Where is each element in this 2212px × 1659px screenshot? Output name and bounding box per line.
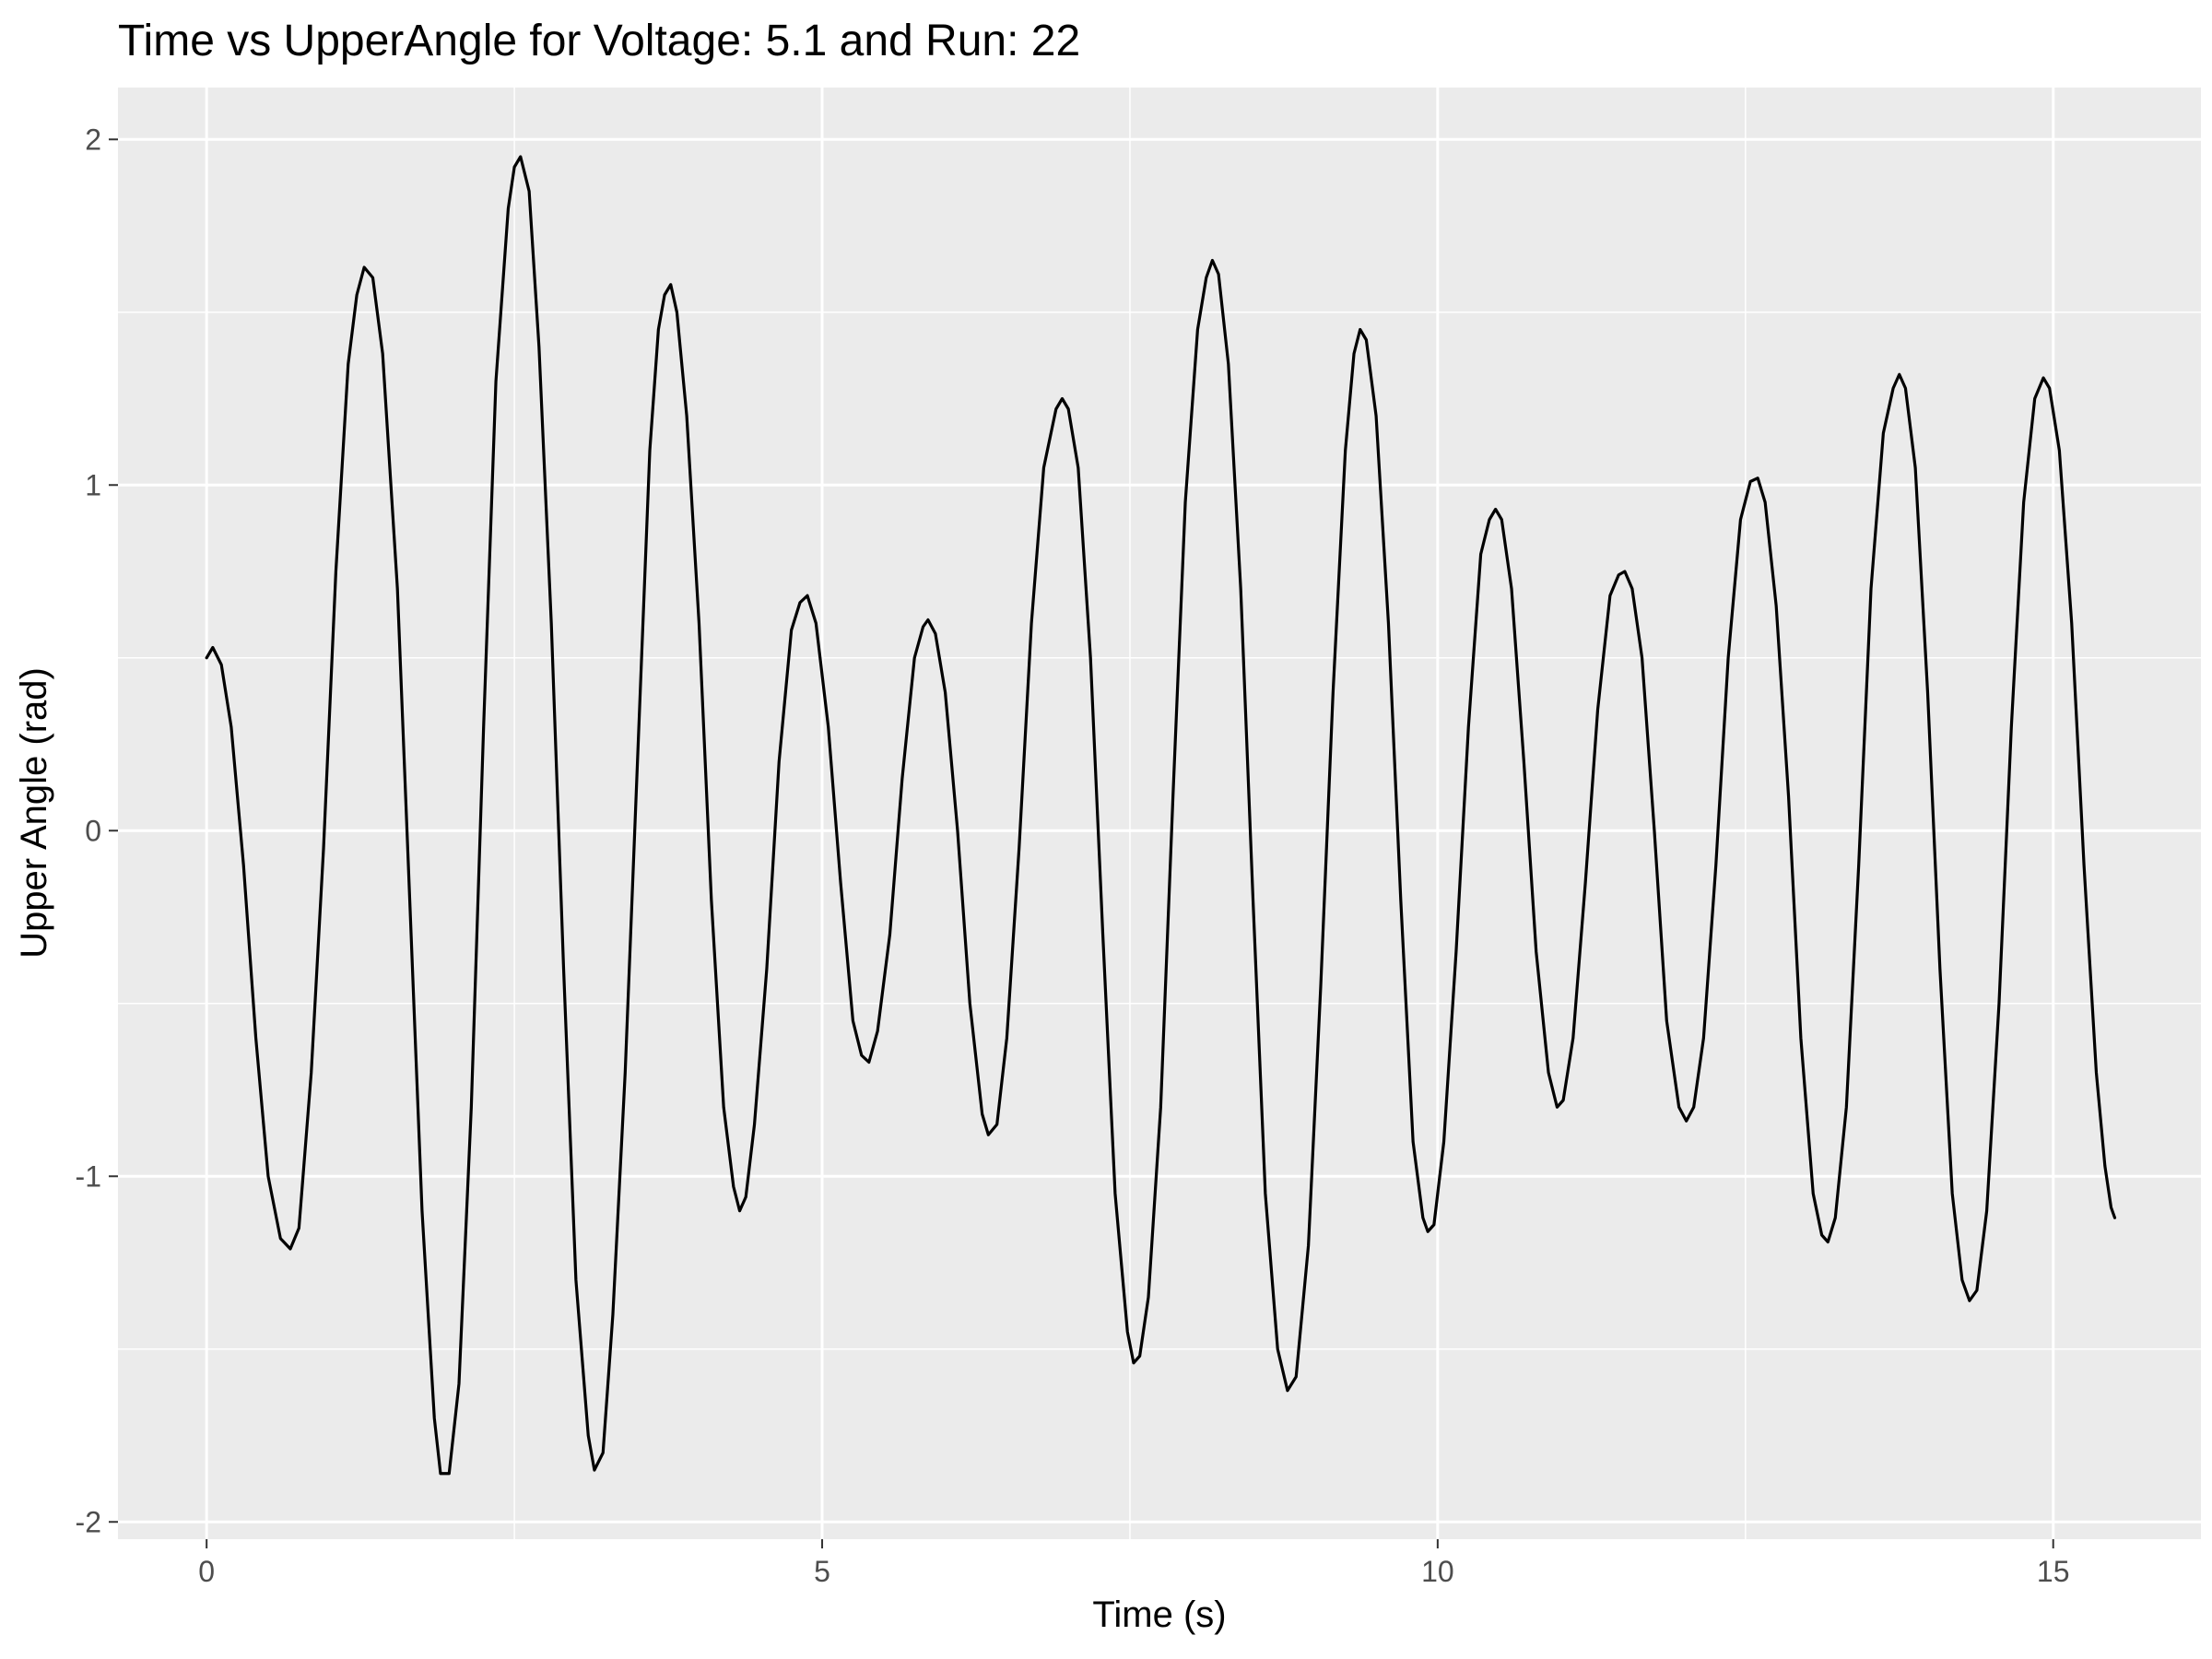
grid-major-lines: [118, 88, 2201, 1539]
x-axis-ticks: 0 5 10 15: [198, 1539, 2070, 1588]
chart-title: Time vs UpperAngle for Voltage: 5.1 and …: [118, 17, 1080, 65]
y-tick-label: -2: [76, 1505, 101, 1538]
plot-panel: [118, 88, 2201, 1539]
y-tick-label: -1: [76, 1159, 101, 1193]
y-tick-label: 2: [85, 123, 101, 156]
data-layer: [205, 155, 2117, 1476]
series-line: [205, 155, 2117, 1476]
x-axis-title: Time (s): [1092, 1594, 1226, 1635]
grid-minor-lines: [118, 88, 2201, 1539]
y-tick-label: 1: [85, 468, 101, 501]
x-tick-label: 10: [1421, 1555, 1454, 1588]
x-tick-label: 5: [814, 1555, 830, 1588]
y-tick-label: 0: [85, 814, 101, 847]
y-axis-ticks: -2 -1 0 1 2: [76, 123, 118, 1538]
x-tick-label: 15: [2037, 1555, 2070, 1588]
y-axis-title: Upper Angle (rad): [14, 667, 54, 959]
x-tick-label: 0: [198, 1555, 215, 1588]
